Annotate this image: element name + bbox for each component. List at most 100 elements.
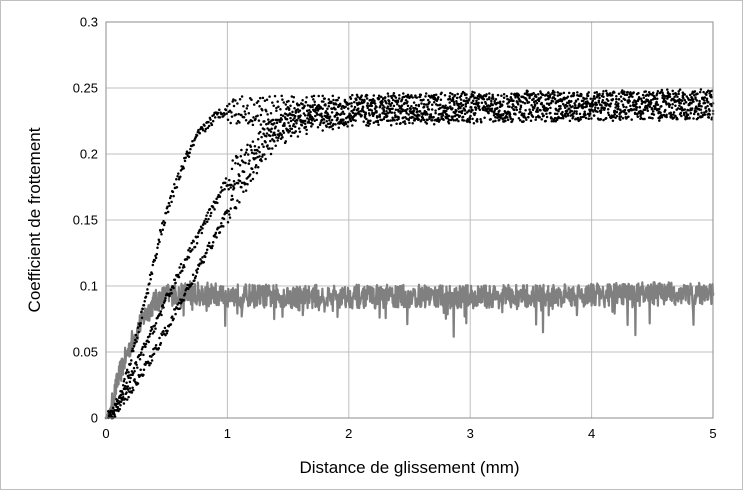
- series-2-point: [427, 101, 431, 105]
- series-0-point: [680, 114, 683, 118]
- series-2-point: [289, 134, 293, 138]
- series-2-point: [179, 298, 182, 301]
- series-2-point: [461, 103, 465, 107]
- series-0-point: [447, 114, 451, 118]
- series-0-point: [122, 380, 126, 383]
- series-2-point: [331, 127, 335, 131]
- series-2-point: [593, 97, 597, 100]
- series-1-point: [201, 227, 204, 230]
- series-2-point: [518, 110, 522, 114]
- series-1-point: [162, 306, 165, 309]
- series-3-point: [226, 293, 229, 297]
- series-0-point: [238, 121, 241, 124]
- series-2-point: [247, 162, 251, 165]
- series-2-point: [319, 106, 322, 110]
- series-2-point: [291, 118, 295, 121]
- series-1-point: [583, 97, 586, 100]
- series-2-point: [228, 216, 232, 219]
- series-0-point: [258, 105, 261, 108]
- series-1-point: [256, 149, 259, 152]
- series-2-point: [531, 108, 535, 111]
- series-2-point: [195, 271, 199, 274]
- series-1-point: [656, 89, 660, 93]
- series-0-point: [164, 211, 168, 215]
- series-0-point: [682, 111, 686, 115]
- series-1-point: [389, 107, 393, 111]
- series-1-point: [231, 159, 234, 162]
- series-2-point: [482, 108, 485, 112]
- series-2-point: [372, 121, 376, 125]
- series-2-point: [160, 333, 164, 337]
- series-1-point: [464, 105, 468, 108]
- series-2-point: [545, 115, 549, 119]
- series-0-point: [660, 113, 663, 117]
- series-1-point: [449, 118, 453, 122]
- series-1-point: [566, 112, 570, 116]
- series-0-point: [156, 242, 160, 246]
- series-0-point: [256, 99, 260, 103]
- series-2-point: [572, 112, 576, 115]
- series-1-point: [138, 357, 142, 361]
- series-2-point: [264, 157, 267, 161]
- series-2-point: [545, 112, 548, 116]
- series-2-point: [125, 391, 128, 394]
- series-1-point: [386, 105, 390, 108]
- series-0-point: [140, 310, 143, 314]
- series-2-point: [328, 126, 331, 129]
- series-1-point: [525, 91, 529, 94]
- series-2-point: [326, 111, 329, 115]
- series-0-point: [516, 103, 520, 106]
- series-2-point: [292, 123, 296, 126]
- series-1-point: [533, 106, 536, 110]
- series-2-point: [435, 118, 439, 122]
- series-2-point: [672, 111, 676, 114]
- series-0-point: [390, 96, 394, 100]
- series-0-point: [272, 104, 275, 108]
- series-1-point: [432, 93, 436, 97]
- series-1-point: [246, 153, 250, 156]
- series-2-point: [274, 144, 277, 147]
- series-0-point: [321, 94, 324, 98]
- series-1-point: [676, 107, 680, 110]
- series-1-point: [644, 90, 648, 93]
- series-0-point: [567, 91, 571, 95]
- series-1-point: [662, 94, 666, 98]
- series-0-point: [600, 104, 603, 107]
- series-1-point: [692, 117, 695, 120]
- series-0-point: [222, 115, 225, 118]
- series-0-point: [355, 93, 359, 97]
- series-2-point: [281, 136, 284, 139]
- series-2-point: [400, 98, 404, 101]
- series-0-point: [277, 105, 280, 108]
- series-1-point: [578, 112, 582, 116]
- series-2-point: [202, 260, 206, 264]
- series-1-point: [490, 107, 494, 111]
- series-1-point: [468, 117, 472, 121]
- series-2-point: [379, 118, 382, 122]
- series-0-point: [245, 107, 249, 110]
- series-1-point: [310, 125, 313, 128]
- series-2-point: [705, 109, 708, 113]
- series-2-point: [594, 106, 597, 109]
- series-2-point: [361, 105, 365, 109]
- series-0-point: [136, 336, 139, 340]
- series-1-point: [275, 119, 279, 122]
- series-1-point: [557, 107, 561, 111]
- series-2-point: [217, 226, 220, 230]
- series-2-point: [537, 99, 541, 103]
- plot-area-border: [105, 21, 714, 419]
- series-0-point: [308, 108, 311, 112]
- series-0-point: [323, 97, 326, 100]
- series-2-point: [536, 106, 539, 110]
- series-0-point: [535, 101, 539, 105]
- series-2-point: [375, 109, 378, 113]
- series-2-point: [273, 140, 276, 143]
- series-0-point: [127, 370, 130, 374]
- series-0-point: [121, 384, 125, 387]
- series-2-point: [555, 118, 559, 122]
- series-2-point: [680, 99, 684, 102]
- series-1-point: [274, 125, 277, 128]
- series-2-point: [533, 104, 537, 108]
- series-1-point: [253, 145, 257, 148]
- series-2-point: [343, 98, 347, 102]
